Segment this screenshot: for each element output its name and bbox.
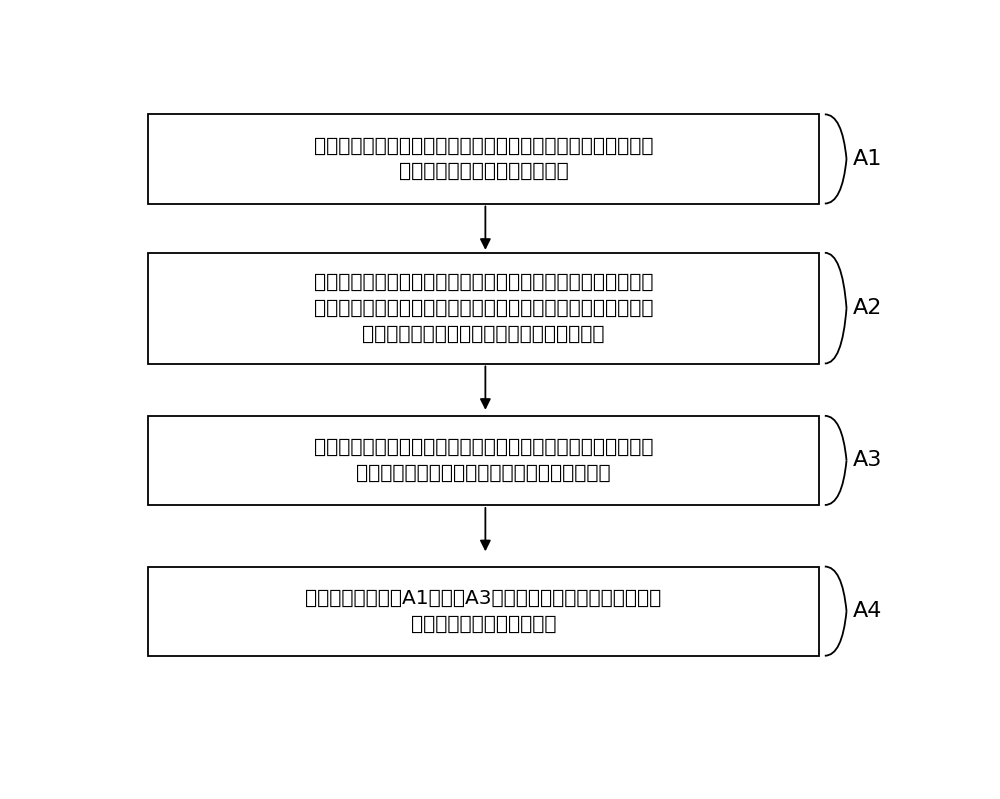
Text: A4: A4 bbox=[853, 601, 882, 621]
Bar bbox=[148, 252, 819, 364]
Bar bbox=[148, 566, 819, 656]
Bar bbox=[148, 114, 819, 204]
Text: A1: A1 bbox=[853, 149, 882, 169]
Text: 随转换波相关性最高的特定窗宽作为选定窗宽: 随转换波相关性最高的特定窗宽作为选定窗宽 bbox=[362, 324, 605, 344]
Text: 波的能量，并计算本征波与伴随转换波的能量比: 波的能量，并计算本征波与伴随转换波的能量比 bbox=[356, 464, 611, 483]
Text: 征波与伴随转换波的能量比: 征波与伴随转换波的能量比 bbox=[411, 614, 556, 634]
Text: 得到预定深度下的多个特定窗宽: 得到预定深度下的多个特定窗宽 bbox=[399, 162, 568, 181]
Text: 以区域数值积分的方法求取选定窗宽内本征波的能量和伴随转换: 以区域数值积分的方法求取选定窗宽内本征波的能量和伴随转换 bbox=[314, 438, 653, 457]
Text: 分别计算多个特定窗宽中每个特定窗宽内本征波与伴随转换波的: 分别计算多个特定窗宽中每个特定窗宽内本征波与伴随转换波的 bbox=[314, 272, 653, 292]
Text: 对于预定深度处的波列，以多个连续采样点的集合为特定窗宽，: 对于预定深度处的波列，以多个连续采样点的集合为特定窗宽， bbox=[314, 137, 653, 156]
Bar bbox=[148, 415, 819, 505]
Text: A3: A3 bbox=[853, 451, 882, 471]
Text: 相关系数，并根据相关系数，在多个特定窗宽中确定本征波与伴: 相关系数，并根据相关系数，在多个特定窗宽中确定本征波与伴 bbox=[314, 299, 653, 318]
Text: 重复执行上述步骤A1至步骤A3，直到得到每个预定深度处的本: 重复执行上述步骤A1至步骤A3，直到得到每个预定深度处的本 bbox=[305, 589, 662, 608]
Text: A2: A2 bbox=[853, 298, 882, 318]
